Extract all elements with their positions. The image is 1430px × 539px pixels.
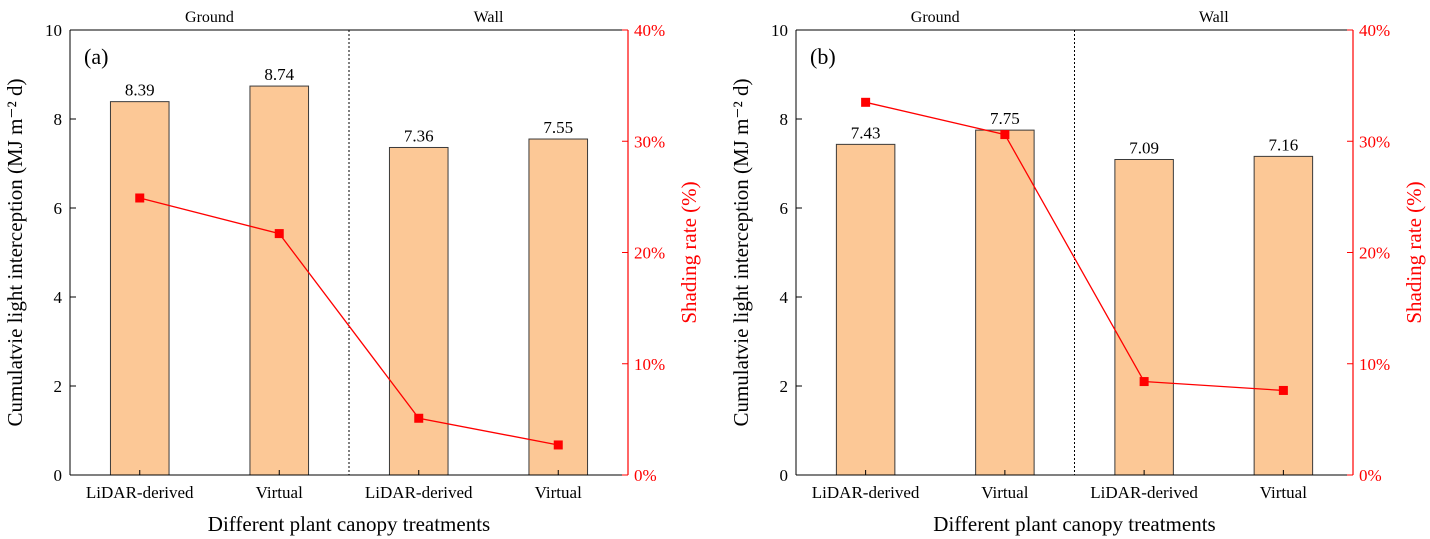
group-label: Ground xyxy=(185,9,234,26)
shading-rate-point xyxy=(414,413,424,423)
y-tick-label: 10 xyxy=(45,21,62,40)
panel-label: (b) xyxy=(810,44,836,69)
bar-value-label: 7.16 xyxy=(1269,135,1299,154)
shading-rate-point xyxy=(1000,130,1010,140)
bar xyxy=(388,146,449,476)
y-tick-label: 10 xyxy=(771,21,788,40)
y2-tick-label: 20% xyxy=(1359,244,1390,263)
bar xyxy=(1114,158,1174,476)
y2-tick-label: 30% xyxy=(634,132,665,151)
y2-tick-label: 40% xyxy=(1359,21,1390,40)
bar-value-label: 8.74 xyxy=(264,65,294,84)
bar-value-label: 7.43 xyxy=(851,123,881,142)
x-tick-label: LiDAR-derived xyxy=(812,483,920,502)
shading-rate-point xyxy=(274,229,284,239)
y-tick-label: 2 xyxy=(54,377,63,396)
chart-panel-1: 8.39 8.74 7.36 7.55 Ground Wall (a) 0 2 4 6 8 10 0% 10… xyxy=(3,9,701,536)
x-axis-title: Different plant canopy treatments xyxy=(933,512,1215,536)
x-tick-label: LiDAR-derived xyxy=(365,483,473,502)
x-tick-label: LiDAR-derived xyxy=(86,483,194,502)
shading-rate-line xyxy=(865,101,1284,392)
group-label: Wall xyxy=(474,9,504,26)
shading-rate-point xyxy=(135,193,145,203)
y-tick-label: 6 xyxy=(780,199,789,218)
y-tick-label: 0 xyxy=(780,466,789,485)
bar xyxy=(975,129,1035,476)
bar-value-label: 7.55 xyxy=(543,118,573,137)
y-tick-label: 6 xyxy=(54,199,63,218)
bar xyxy=(1253,155,1314,476)
y2-tick-label: 0% xyxy=(634,466,657,485)
x-tick-label: LiDAR-derived xyxy=(1090,483,1198,502)
x-tick-label: Virtual xyxy=(1260,483,1307,502)
y-tick-label: 4 xyxy=(780,288,789,307)
group-label: Wall xyxy=(1199,9,1229,26)
chart-panel-2: 7.43 7.75 7.09 7.16 Ground Wall (b) 0 2 4 6 8 10 0% 10… xyxy=(729,9,1426,536)
y2-tick-label: 20% xyxy=(634,244,665,263)
y-tick-label: 8 xyxy=(780,110,789,129)
y-tick-label: 0 xyxy=(54,466,63,485)
y2-tick-label: 10% xyxy=(1359,355,1390,374)
y2-tick-label: 30% xyxy=(1359,132,1390,151)
shading-rate-point xyxy=(861,97,871,107)
y2-axis-title: Shading rate (%) xyxy=(1402,181,1426,323)
y2-tick-label: 10% xyxy=(634,355,665,374)
bar-value-label: 8.39 xyxy=(125,81,155,100)
x-axis-title: Different plant canopy treatments xyxy=(208,512,490,536)
x-tick-label: Virtual xyxy=(535,483,582,502)
shading-rate-point xyxy=(553,440,563,450)
bar xyxy=(109,101,170,476)
y-axis-title: Cumulatvie light interception (MJ m⁻² d) xyxy=(729,78,753,426)
x-tick-label: Virtual xyxy=(981,483,1028,502)
y2-tick-label: 0% xyxy=(1359,466,1382,485)
y2-axis-title: Shading rate (%) xyxy=(677,181,701,323)
y2-tick-label: 40% xyxy=(634,21,665,40)
shading-rate-point xyxy=(1278,385,1288,395)
bar-value-label: 7.75 xyxy=(990,109,1020,128)
y-tick-label: 2 xyxy=(780,377,789,396)
y-tick-label: 4 xyxy=(54,288,63,307)
panel-label: (a) xyxy=(84,44,108,69)
y-tick-label: 8 xyxy=(54,110,63,129)
shading-rate-line xyxy=(139,197,559,446)
y-axis-title: Cumulatvie light interception (MJ m⁻² d) xyxy=(3,78,27,426)
bar-value-label: 7.09 xyxy=(1129,138,1159,157)
bar-value-label: 7.36 xyxy=(404,126,434,145)
x-tick-label: Virtual xyxy=(256,483,303,502)
shading-rate-point xyxy=(1139,377,1149,387)
bar xyxy=(249,85,310,476)
bar xyxy=(835,143,896,476)
group-label: Ground xyxy=(911,9,960,26)
bar xyxy=(528,138,589,476)
